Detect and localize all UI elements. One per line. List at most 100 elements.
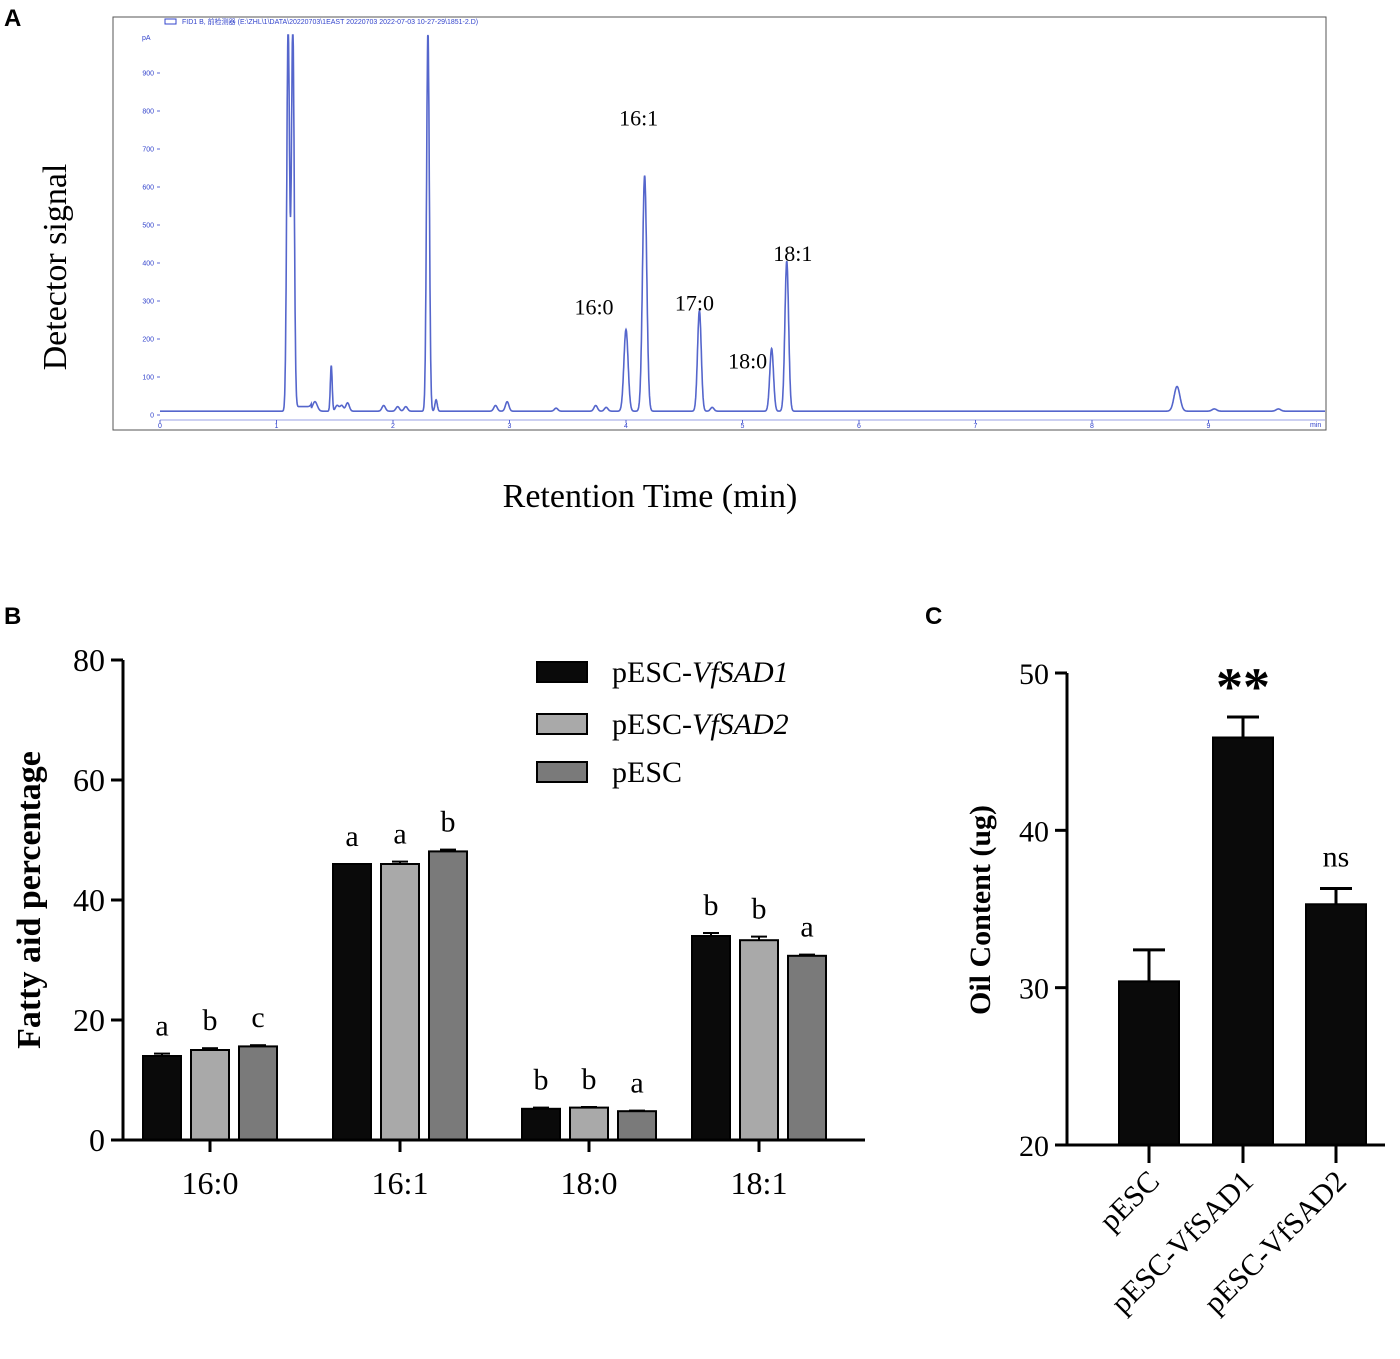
fatty-acid-bar: [380, 863, 420, 1141]
chromatogram-x-tick-label: 4: [624, 423, 628, 430]
chromatogram-y-tick-label: 100: [142, 375, 154, 382]
chromatogram-y-tick-label: 400: [142, 261, 154, 268]
significance-letter: a: [800, 911, 813, 944]
fatty-acid-y-tick-label: 20: [73, 1002, 105, 1038]
oil-content-y-label: Oil Content (ug): [964, 805, 997, 1015]
fatty-acid-y-label: Fatty aid percentage: [11, 751, 48, 1049]
oil-y-tick-label: 40: [1019, 815, 1049, 848]
fatty-acid-bar: [569, 1106, 609, 1141]
chromatogram-panel: FID1 B, 前检测器 (E:\ZHL\1\DATA\20220703\1EA…: [37, 16, 1327, 515]
chromatogram-y-tick-label: 800: [142, 109, 154, 116]
peak-label: 16:1: [619, 106, 658, 131]
peak-labels: 16:1 16:0 17:0 18:1 18:0: [574, 106, 812, 374]
legend-label: pESC-VfSAD2: [612, 708, 789, 741]
peak-label: 16:0: [574, 295, 613, 320]
fatty-acid-axes: 0 20 40 60 80 16:0 16:1 18:0 18:1: [73, 642, 865, 1201]
peak-label: 18:1: [773, 241, 812, 266]
fatty-acid-bar: [142, 1055, 182, 1141]
oil-y-tick-label: 50: [1019, 658, 1049, 691]
significance-letter: b: [752, 893, 767, 926]
chromatogram-y-tick-label: 600: [142, 185, 154, 192]
chromatogram-x-ticks: 0 1 2 3 4 5 6 7 8 9: [158, 419, 1325, 430]
oil-category-label: pESC: [1093, 1165, 1166, 1238]
fatty-acid-y-tick-label: 0: [89, 1122, 105, 1158]
significance-letter: b: [441, 806, 456, 839]
chromatogram-x-label: Retention Time (min): [503, 478, 798, 515]
oil-content-bar-chart: **ns 20304050pESCpESC-VfSAD1pESC-VfSAD2 …: [964, 657, 1385, 1320]
oil-content-bars: ** ns: [1118, 657, 1367, 1147]
chromatogram-trace: [160, 34, 1325, 412]
oil-significance-annotation: **: [1216, 657, 1270, 717]
fatty-acid-bar: [617, 1110, 657, 1141]
chromatogram-x-tick-label: 5: [741, 423, 745, 430]
legend-label-gene: VfSAD2: [692, 708, 789, 741]
chromatogram-frame: [112, 16, 1327, 431]
trace-legend-swatch: [164, 18, 177, 25]
peak-label: 18:0: [728, 349, 767, 374]
panel-letter-c: C: [925, 603, 942, 630]
chromatogram-x-tick-label: 0: [158, 423, 162, 430]
chromatogram-y-tick-label: 200: [142, 337, 154, 344]
oil-content-bar: [1305, 903, 1367, 1147]
fatty-acid-bar: [428, 850, 468, 1142]
significance-letter: b: [534, 1064, 549, 1097]
chromatogram-y-label: Detector signal: [37, 164, 74, 371]
fatty-acid-bar: [691, 935, 731, 1141]
fatty-acid-category-label: 18:0: [561, 1165, 618, 1201]
legend-label-prefix: pESC-: [612, 656, 692, 689]
legend-label-prefix: pESC-: [612, 708, 692, 741]
fatty-acid-y-tick-label: 60: [73, 762, 105, 798]
y-unit-label: pA: [142, 35, 151, 42]
legend-label: pESC: [612, 756, 682, 789]
legend-label-gene: VfSAD1: [692, 656, 789, 689]
fatty-acid-y-tick-label: 80: [73, 642, 105, 678]
fatty-acid-y-tick-label: 40: [73, 882, 105, 918]
legend-label-prefix: pESC: [612, 756, 682, 789]
fatty-acid-category-label: 16:1: [372, 1165, 429, 1201]
peak-label: 17:0: [675, 291, 714, 316]
chromatogram-x-tick-label: 6: [857, 423, 861, 430]
chromatogram-x-tick-label: 8: [1090, 423, 1094, 430]
fatty-acid-bar: [521, 1107, 561, 1142]
legend-swatch: [536, 661, 588, 683]
significance-letter: b: [582, 1063, 597, 1096]
legend-swatch: [536, 713, 588, 735]
chromatogram-x-tick-label: 9: [1207, 423, 1211, 430]
oil-y-tick-label: 20: [1019, 1130, 1049, 1163]
significance-letter: a: [393, 818, 406, 851]
significance-letter: a: [345, 820, 358, 853]
fatty-acid-bar: [739, 939, 779, 1142]
x-unit-label: min: [1310, 422, 1321, 429]
chromatogram-y-tick-label: 300: [142, 299, 154, 306]
chromatogram-x-tick-label: 7: [974, 423, 978, 430]
panel-letter-a: A: [4, 5, 21, 32]
significance-letter: a: [630, 1067, 643, 1100]
significance-letter: b: [704, 889, 719, 922]
significance-letter: a: [155, 1010, 168, 1043]
significance-letter: c: [251, 1001, 264, 1034]
fatty-acid-category-label: 18:1: [731, 1165, 788, 1201]
oil-content-bar: [1212, 736, 1274, 1146]
chromatogram-y-tick-label: 0: [150, 413, 154, 420]
fatty-acid-category-label: 16:0: [182, 1165, 239, 1201]
significance-letter: b: [203, 1004, 218, 1037]
oil-content-bar: [1118, 980, 1180, 1147]
legend-swatch: [536, 761, 588, 783]
chromatogram-header: FID1 B, 前检测器 (E:\ZHL\1\DATA\20220703\1EA…: [182, 17, 478, 26]
chromatogram-y-tick-label: 500: [142, 223, 154, 230]
fatty-acid-bar: [238, 1045, 278, 1142]
chromatogram-y-tick-label: 900: [142, 71, 154, 78]
chromatogram-x-tick-label: 3: [508, 423, 512, 430]
chromatogram-x-tick-label: 2: [391, 423, 395, 430]
chromatogram-x-tick-label: 1: [275, 423, 279, 430]
fatty-acid-bar: [190, 1049, 230, 1141]
fatty-acid-bar: [332, 863, 372, 1141]
panel-letter-b: B: [4, 603, 21, 630]
oil-y-tick-label: 30: [1019, 973, 1049, 1006]
legend-label: pESC-VfSAD1: [612, 656, 789, 689]
chromatogram-y-ticks: 0 100 200 300 400 500 600 700 800 900: [142, 71, 160, 420]
